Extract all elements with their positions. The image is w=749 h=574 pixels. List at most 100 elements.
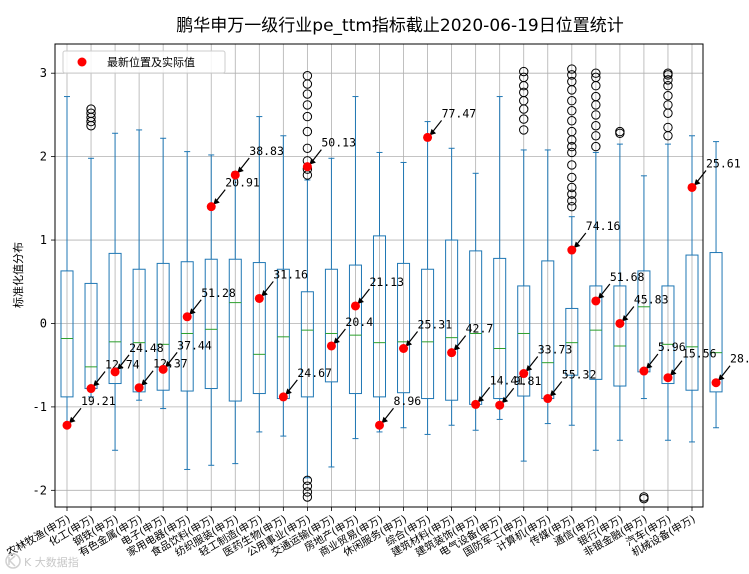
flier-point [567,126,577,137]
latest-marker [711,378,721,388]
latest-marker [423,132,433,142]
box-body [397,262,411,394]
flier-point [663,91,673,101]
flier-point [567,160,577,170]
annotation-arrowhead [597,292,605,299]
flier-point [567,172,577,183]
y-axis-label: 标准化值分布 [11,242,25,308]
annotation-label: 51.28 [201,286,236,300]
latest-marker [543,394,553,404]
latest-marker [375,420,384,430]
plot-frame [54,43,704,508]
box-layer [60,64,723,504]
flier-point [615,126,625,137]
annotation-label: 33.73 [538,343,573,357]
annotation-arrowhead [189,308,196,315]
annotation-label: 37.44 [177,338,212,352]
flier-point [591,121,601,131]
legend-marker [77,57,87,67]
annotation-label: 19.21 [81,394,116,408]
box-body [661,285,675,385]
box-body [565,307,579,376]
box-body [685,254,699,391]
flier-point [663,81,673,91]
annotation-arrowhead [165,360,172,368]
latest-marker [471,399,481,409]
box-body [108,252,122,385]
latest-marker [326,341,336,351]
flier-point [663,100,673,110]
box-body [517,285,531,397]
flier-point [302,126,313,137]
annotation-label: 15.56 [682,347,717,361]
annotation-arrowhead [477,395,485,403]
latest-marker [62,420,72,430]
flier-point [567,196,577,206]
annotation-label: 42.7 [466,322,494,336]
flier-point [86,104,96,114]
flier-point [302,475,313,486]
annotation-label: 20.91 [225,176,260,190]
flier-point [302,492,313,502]
annotation-arrowhead [525,365,533,372]
y-tick-label: 1 [40,233,47,247]
annotation-arrowhead [237,166,244,173]
latest-marker [278,392,288,402]
flier-point [567,189,577,199]
latest-marker [302,162,312,172]
box-body [324,268,338,383]
legend-frame [62,50,226,74]
box-body [421,268,435,400]
annotation-label: 20.4 [345,315,373,329]
flier-point [591,141,601,152]
flier-point [519,125,529,135]
annotation-arrowhead [117,363,124,370]
flier-point [663,68,673,78]
annotation-arrowhead [549,390,557,397]
flier-point [567,141,577,152]
flier-point [519,114,529,124]
latest-marker [567,245,577,255]
box-body [493,257,507,400]
box-body [613,285,627,387]
latest-marker [158,364,168,374]
annotation-label: 51.68 [610,270,645,284]
annotation-arrowhead [645,362,653,370]
annotation-arrowhead [429,128,437,136]
annotation-label: 45.83 [634,292,669,306]
latest-marker [519,369,529,379]
flier-point [567,96,577,106]
y-tick-label: -1 [33,400,47,414]
latest-marker [134,383,144,393]
legend-label: 最新位置及实际值 [107,55,195,69]
annotation-label: 25.61 [706,156,741,170]
annotation-label: 14.41 [490,373,525,387]
annotation-label: 25.31 [418,317,453,331]
flier-point [567,76,577,87]
latest-marker [663,373,673,383]
box-body [60,270,74,398]
box-body [709,252,723,393]
y-tick-label: 3 [40,66,47,80]
flier-point [663,75,673,85]
box-body [204,258,218,390]
annotation-label: 77.47 [442,106,477,120]
annotation-label: 12.74 [105,358,140,372]
flier-point [591,72,601,83]
annotation-arrowhead [141,379,148,386]
annotation-arrowhead [694,178,701,186]
marker-layer: 19.21 12.74 24.48 12.37 37.44 51.28 20.91 38.83… [62,106,749,430]
y-tick-label: 0 [40,316,47,330]
watermark-text: K 大数据指 [24,555,79,569]
box-body [348,264,362,395]
latest-marker [615,318,625,328]
annotation-arrowhead [501,396,509,404]
box-body [589,285,603,380]
flier-point [591,68,601,78]
annotation-arrowhead [333,337,340,344]
box-body [372,235,387,398]
latest-marker [254,293,264,303]
annotation-label: 8.96 [394,394,422,408]
flier-point [302,100,313,110]
annotation-arrowhead [357,297,364,304]
